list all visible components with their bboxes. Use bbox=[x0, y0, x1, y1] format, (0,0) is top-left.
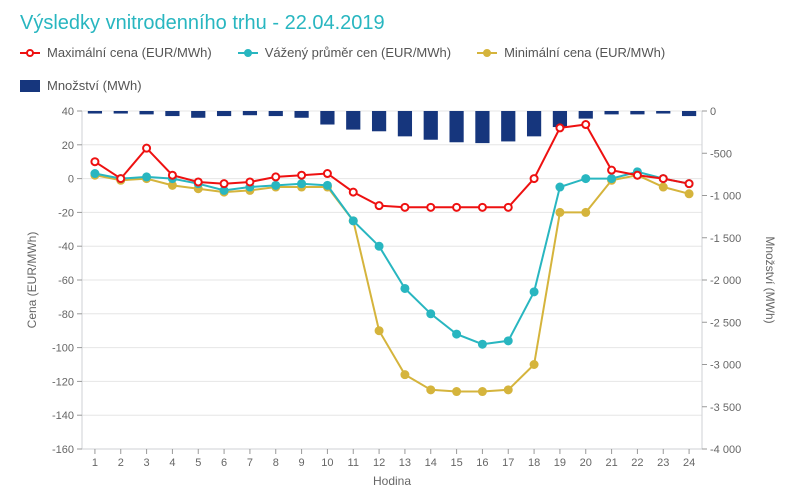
svg-text:40: 40 bbox=[62, 106, 74, 118]
svg-text:Množství (MWh): Množství (MWh) bbox=[763, 236, 777, 323]
svg-text:3: 3 bbox=[144, 457, 150, 469]
legend-swatch-avg bbox=[238, 47, 258, 59]
svg-text:-2 500: -2 500 bbox=[710, 317, 741, 329]
svg-text:15: 15 bbox=[450, 457, 462, 469]
legend-swatch-qty bbox=[20, 80, 40, 92]
legend-item-avg: Vážený průměr cen (EUR/MWh) bbox=[238, 45, 451, 60]
svg-text:-3 000: -3 000 bbox=[710, 360, 741, 372]
svg-text:-20: -20 bbox=[58, 207, 74, 219]
svg-text:-120: -120 bbox=[52, 376, 74, 388]
legend-label-max: Maximální cena (EUR/MWh) bbox=[47, 45, 212, 60]
chart: -160-140-120-100-80-60-40-2002040-4 000-… bbox=[20, 101, 780, 491]
svg-text:1: 1 bbox=[92, 457, 98, 469]
svg-text:-40: -40 bbox=[58, 241, 74, 253]
svg-text:17: 17 bbox=[502, 457, 514, 469]
legend-swatch-min bbox=[477, 47, 497, 59]
legend-swatch-max bbox=[20, 47, 40, 59]
legend-item-min: Minimální cena (EUR/MWh) bbox=[477, 45, 665, 60]
svg-text:0: 0 bbox=[68, 174, 74, 186]
svg-text:20: 20 bbox=[580, 457, 592, 469]
svg-text:5: 5 bbox=[195, 457, 201, 469]
svg-text:18: 18 bbox=[528, 457, 540, 469]
svg-text:20: 20 bbox=[62, 140, 74, 152]
svg-text:-4 000: -4 000 bbox=[710, 444, 741, 456]
svg-text:-3 500: -3 500 bbox=[710, 402, 741, 414]
legend-item-qty: Množství (MWh) bbox=[20, 78, 142, 93]
svg-text:-160: -160 bbox=[52, 444, 74, 456]
svg-text:23: 23 bbox=[657, 457, 669, 469]
svg-text:-80: -80 bbox=[58, 309, 74, 321]
svg-text:2: 2 bbox=[118, 457, 124, 469]
legend-label-avg: Vážený průměr cen (EUR/MWh) bbox=[265, 45, 451, 60]
svg-text:0: 0 bbox=[710, 106, 716, 118]
svg-text:-140: -140 bbox=[52, 410, 74, 422]
svg-text:21: 21 bbox=[605, 457, 617, 469]
legend-label-min: Minimální cena (EUR/MWh) bbox=[504, 45, 665, 60]
svg-text:Hodina: Hodina bbox=[373, 474, 411, 488]
svg-text:-100: -100 bbox=[52, 343, 74, 355]
svg-text:-2 000: -2 000 bbox=[710, 275, 741, 287]
svg-text:9: 9 bbox=[299, 457, 305, 469]
legend: Maximální cena (EUR/MWh) Vážený průměr c… bbox=[20, 45, 780, 93]
svg-text:19: 19 bbox=[554, 457, 566, 469]
svg-text:7: 7 bbox=[247, 457, 253, 469]
svg-text:4: 4 bbox=[169, 457, 175, 469]
svg-text:24: 24 bbox=[683, 457, 695, 469]
svg-text:11: 11 bbox=[348, 457, 359, 469]
legend-item-max: Maximální cena (EUR/MWh) bbox=[20, 45, 212, 60]
svg-text:-1 500: -1 500 bbox=[710, 233, 741, 245]
svg-text:-500: -500 bbox=[710, 148, 732, 160]
legend-label-qty: Množství (MWh) bbox=[47, 78, 142, 93]
svg-text:8: 8 bbox=[273, 457, 279, 469]
page-title: Výsledky vnitrodenního trhu - 22.04.2019 bbox=[20, 12, 780, 35]
svg-text:13: 13 bbox=[399, 457, 411, 469]
svg-text:10: 10 bbox=[321, 457, 333, 469]
svg-text:-60: -60 bbox=[58, 275, 74, 287]
svg-text:6: 6 bbox=[221, 457, 227, 469]
svg-text:22: 22 bbox=[631, 457, 643, 469]
chart-svg: -160-140-120-100-80-60-40-2002040-4 000-… bbox=[20, 101, 780, 491]
svg-text:14: 14 bbox=[425, 457, 437, 469]
svg-text:-1 000: -1 000 bbox=[710, 191, 741, 203]
svg-text:Cena (EUR/MWh): Cena (EUR/MWh) bbox=[25, 232, 39, 329]
svg-text:12: 12 bbox=[373, 457, 385, 469]
svg-text:16: 16 bbox=[476, 457, 488, 469]
